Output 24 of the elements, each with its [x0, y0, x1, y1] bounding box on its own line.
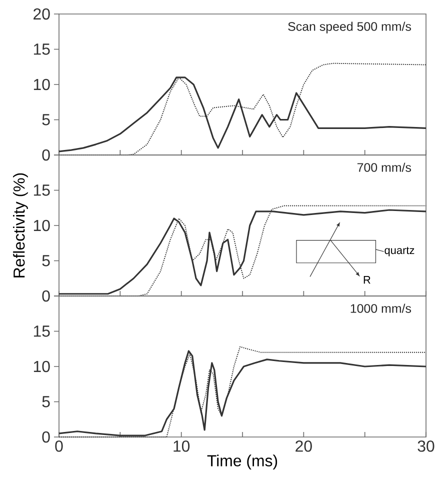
- x-tick-label: 0: [55, 440, 63, 452]
- x-axis-title: Time (ms): [207, 454, 278, 470]
- y-tick-label: 0: [42, 149, 50, 161]
- y-tick-label: 10: [34, 78, 50, 90]
- y-tick-label: 20: [34, 8, 50, 20]
- y-tick-label: 15: [34, 184, 50, 196]
- y-tick-label: 15: [34, 44, 50, 55]
- chart-title: 700 mm/s: [357, 162, 412, 172]
- x-tick-label: 30: [418, 440, 434, 452]
- x-tick-label: 20: [296, 440, 312, 452]
- annotation: R: [364, 276, 370, 284]
- y-tick-label: 0: [42, 290, 50, 302]
- y-tick-label: 0: [42, 431, 50, 443]
- y-tick-label: 5: [42, 255, 50, 266]
- chart-title: 1000 mm/s: [350, 304, 412, 313]
- y-tick-label: 10: [34, 360, 50, 372]
- x-tick-label: 10: [174, 440, 190, 452]
- annotation: quartz: [384, 246, 414, 256]
- y-axis-title: Reflectivity (%): [13, 173, 28, 278]
- y-tick-label: 5: [42, 396, 50, 408]
- y-tick-label: 15: [34, 326, 50, 337]
- y-tick-label: 5: [42, 114, 50, 126]
- text: Scan speed 500 mm/s: [288, 22, 412, 34]
- y-tick-label: 10: [34, 220, 50, 232]
